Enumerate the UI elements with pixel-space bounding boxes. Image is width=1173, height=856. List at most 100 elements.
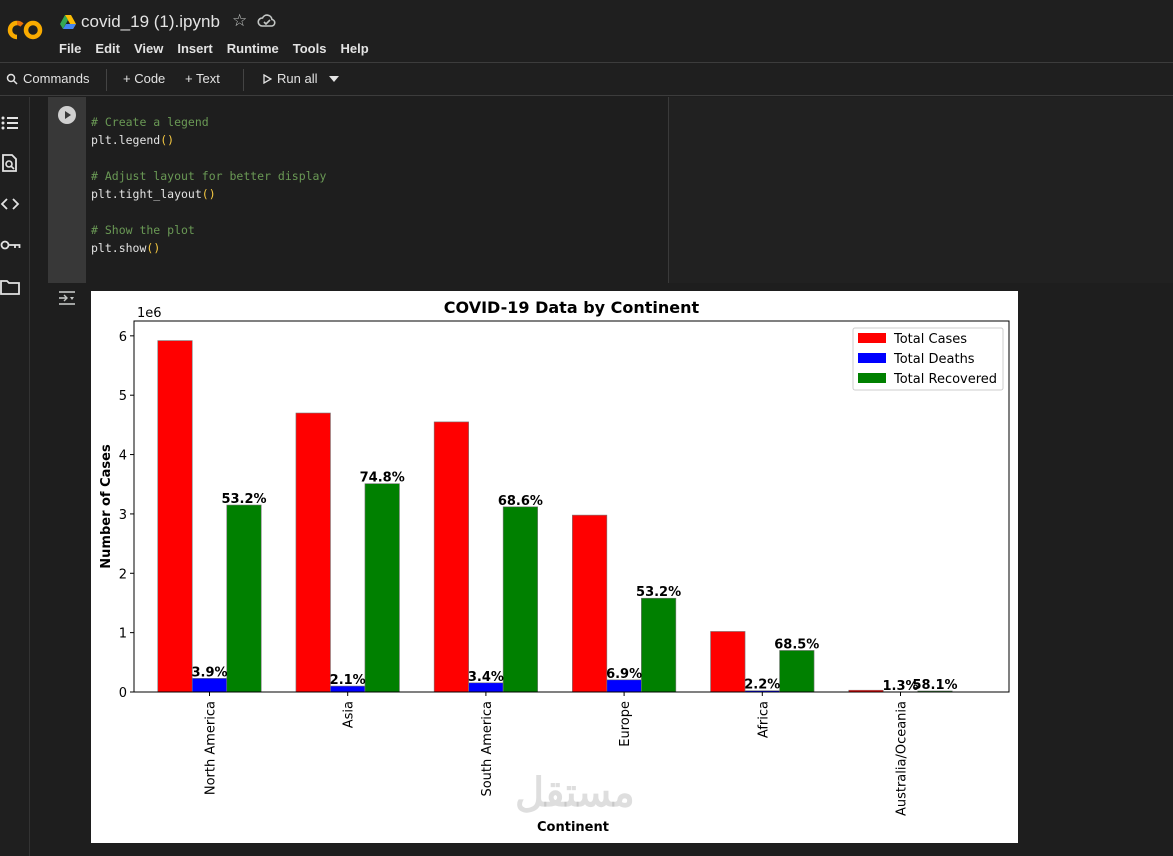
recovered-percent-label: 68.5% <box>774 637 819 652</box>
bar-total-cases <box>433 421 469 693</box>
bar-total-recovered <box>641 597 677 693</box>
x-tick-label: Europe <box>618 701 633 747</box>
chevron-down-icon <box>329 76 339 82</box>
call-parens: () <box>160 133 175 147</box>
commands-button[interactable]: Commands <box>6 71 89 86</box>
call-parens: () <box>146 241 161 255</box>
run-all-dropdown[interactable] <box>328 75 340 83</box>
watermark: مستقل <box>515 771 635 815</box>
death-percent-label: 2.2% <box>744 678 780 693</box>
bar-total-recovered <box>502 506 538 693</box>
add-code-label: + Code <box>123 71 166 86</box>
x-tick-label: Asia <box>342 701 357 728</box>
cloud-saved-icon[interactable] <box>257 13 277 29</box>
play-icon <box>263 73 272 84</box>
recovered-percent-label: 53.2% <box>221 492 266 507</box>
code-comment: # Adjust layout for better display <box>91 169 326 183</box>
legend-label: Total Deaths <box>893 352 975 367</box>
key-icon[interactable] <box>0 235 22 255</box>
menu-bar: File Edit View Insert Runtime Tools Help <box>59 41 383 56</box>
death-percent-label: 2.1% <box>330 673 366 688</box>
recovered-percent-label: 74.8% <box>360 471 405 486</box>
chart-figure: COVID-19 Data by Continent 1e6 3.9% 2.1% 3.4… <box>91 291 1018 843</box>
run-all-button[interactable]: Run all <box>262 71 317 86</box>
toolbar-divider <box>106 69 107 91</box>
bar-total-deaths <box>191 678 228 693</box>
code-comment: # Show the plot <box>91 223 195 237</box>
menu-runtime[interactable]: Runtime <box>226 41 279 56</box>
search-icon <box>6 73 18 85</box>
x-tick-label: Australia/Oceania <box>895 701 910 816</box>
x-axis-label: Continent <box>537 820 609 835</box>
y-tick-label: 5 <box>119 389 127 404</box>
death-percent-label: 3.4% <box>468 670 504 685</box>
notebook-title[interactable]: covid_19 (1).ipynb <box>81 12 220 31</box>
bar-total-cases <box>710 631 746 693</box>
output-toggle-icon[interactable] <box>58 290 76 306</box>
y-tick-label: 0 <box>119 686 127 701</box>
legend-swatch <box>858 333 886 343</box>
bar-total-recovered <box>226 504 262 693</box>
legend-label: Total Recovered <box>893 372 997 387</box>
code-snippets-icon[interactable] <box>0 194 22 214</box>
menu-edit[interactable]: Edit <box>95 41 120 56</box>
legend-label: Total Cases <box>893 332 967 347</box>
folder-icon[interactable] <box>0 277 22 297</box>
legend-swatch <box>858 373 886 383</box>
toolbar: Commands + Code + Text Run all <box>0 62 1173 96</box>
x-tick-label: South America <box>480 701 495 797</box>
death-percent-label: 3.9% <box>191 665 227 680</box>
comment-text: # Create a legend <box>91 115 209 129</box>
bar-total-cases <box>295 412 331 693</box>
y-scale-label: 1e6 <box>137 306 162 321</box>
function-call: plt.tight_layout <box>91 187 202 201</box>
recovered-percent-label: 53.2% <box>636 585 681 600</box>
table-of-contents-icon[interactable] <box>0 113 22 133</box>
y-axis-label: Number of Cases <box>99 444 114 569</box>
x-tick-label: Africa <box>756 701 771 738</box>
recovered-percent-label: 58.1% <box>912 678 957 693</box>
add-code-button[interactable]: + Code <box>123 71 165 86</box>
plot-frame <box>133 320 1010 693</box>
menu-insert[interactable]: Insert <box>177 41 213 56</box>
function-call: plt.show <box>91 241 147 255</box>
x-tick-label: North America <box>204 701 219 795</box>
add-text-label: + Text <box>185 71 220 86</box>
add-text-button[interactable]: + Text <box>185 71 220 86</box>
death-percent-label: 1.3% <box>882 679 918 694</box>
function-call: plt.legend <box>91 133 161 147</box>
menu-tools[interactable]: Tools <box>292 41 327 56</box>
menu-view[interactable]: View <box>133 41 164 56</box>
run-cell-button[interactable] <box>58 106 76 124</box>
colab-logo[interactable] <box>4 14 46 46</box>
bar-chart: COVID-19 Data by Continent 1e6 3.9% 2.1% 3.4… <box>99 298 1010 835</box>
code-comment: # Create a legend <box>91 115 209 129</box>
bar-total-cases <box>157 340 193 693</box>
code-editor[interactable] <box>86 97 668 283</box>
code-statement: plt.tight_layout() <box>91 187 216 201</box>
y-tick-label: 4 <box>119 449 127 464</box>
cell-right-pane <box>668 97 1173 283</box>
left-rail <box>0 97 30 856</box>
drive-icon <box>60 15 76 29</box>
y-tick-label: 1 <box>119 627 127 642</box>
legend-box <box>852 327 1004 391</box>
y-tick-label: 3 <box>119 508 127 523</box>
star-icon[interactable]: ☆ <box>232 11 248 30</box>
menu-file[interactable]: File <box>59 41 82 56</box>
bar-total-cases <box>572 514 608 693</box>
run-all-label: Run all <box>277 71 318 86</box>
comment-text: # Show the plot <box>91 223 195 237</box>
menu-help[interactable]: Help <box>340 41 369 56</box>
app-header: covid_19 (1).ipynb ☆ File Edit View Inse… <box>0 0 1173 62</box>
chart-title: COVID-19 Data by Continent <box>444 298 700 317</box>
commands-label: Commands <box>23 71 90 86</box>
code-statement: plt.legend() <box>91 133 174 147</box>
comment-text: # Adjust layout for better display <box>91 169 327 183</box>
y-tick-label: 6 <box>119 330 127 345</box>
bar-total-recovered <box>364 483 400 693</box>
find-replace-icon[interactable] <box>0 153 22 173</box>
cell-gutter <box>48 97 86 283</box>
bar-total-recovered <box>779 650 815 693</box>
code-statement: plt.show() <box>91 241 160 255</box>
